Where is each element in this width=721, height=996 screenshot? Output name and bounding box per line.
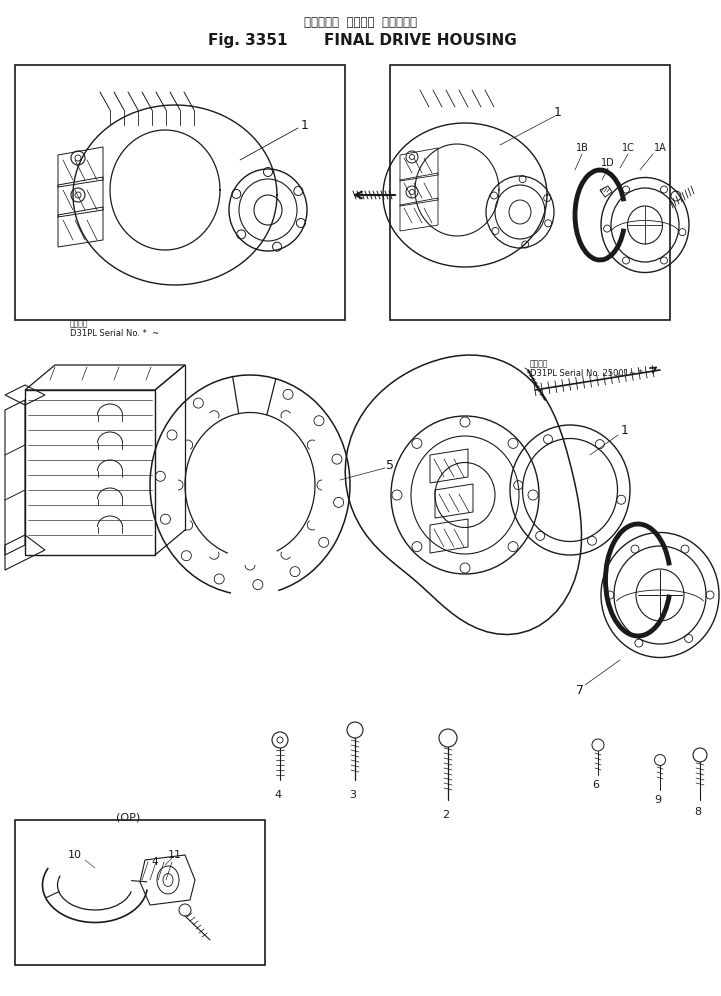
Text: 6: 6: [593, 780, 599, 790]
Text: 8: 8: [694, 807, 702, 817]
Text: ファイナル  ドライブ  ハウジング: ファイナル ドライブ ハウジング: [304, 16, 417, 29]
Text: 1D: 1D: [601, 158, 615, 168]
Text: 9: 9: [655, 795, 662, 805]
Text: 1B: 1B: [575, 143, 588, 153]
Text: 4: 4: [275, 790, 282, 800]
Text: 4: 4: [151, 857, 159, 867]
Text: 10: 10: [68, 850, 82, 860]
Text: 1C: 1C: [622, 143, 634, 153]
Text: 1: 1: [554, 106, 562, 119]
Text: 7: 7: [576, 683, 584, 696]
Text: D31PL Serial No. *  ~: D31PL Serial No. * ~: [70, 329, 159, 338]
Text: 適用号機: 適用号機: [530, 359, 549, 368]
Text: 1: 1: [621, 423, 629, 436]
Text: 11: 11: [168, 850, 182, 860]
Text: 1: 1: [301, 119, 309, 131]
Bar: [15, 65, 345, 320]
Bar: [15, 820, 265, 965]
Text: 2: 2: [443, 810, 450, 820]
Text: Fig. 3351: Fig. 3351: [208, 33, 288, 48]
Text: 3: 3: [350, 790, 356, 800]
Text: D31PL Serial No. 25001~ *: D31PL Serial No. 25001~ *: [530, 369, 642, 378]
Text: 適用号機: 適用号機: [70, 319, 89, 328]
Text: 5: 5: [386, 458, 394, 471]
Text: FINAL DRIVE HOUSING: FINAL DRIVE HOUSING: [324, 33, 516, 48]
Text: (OP): (OP): [116, 812, 140, 822]
Text: 1A: 1A: [654, 143, 666, 153]
Bar: [390, 65, 670, 320]
